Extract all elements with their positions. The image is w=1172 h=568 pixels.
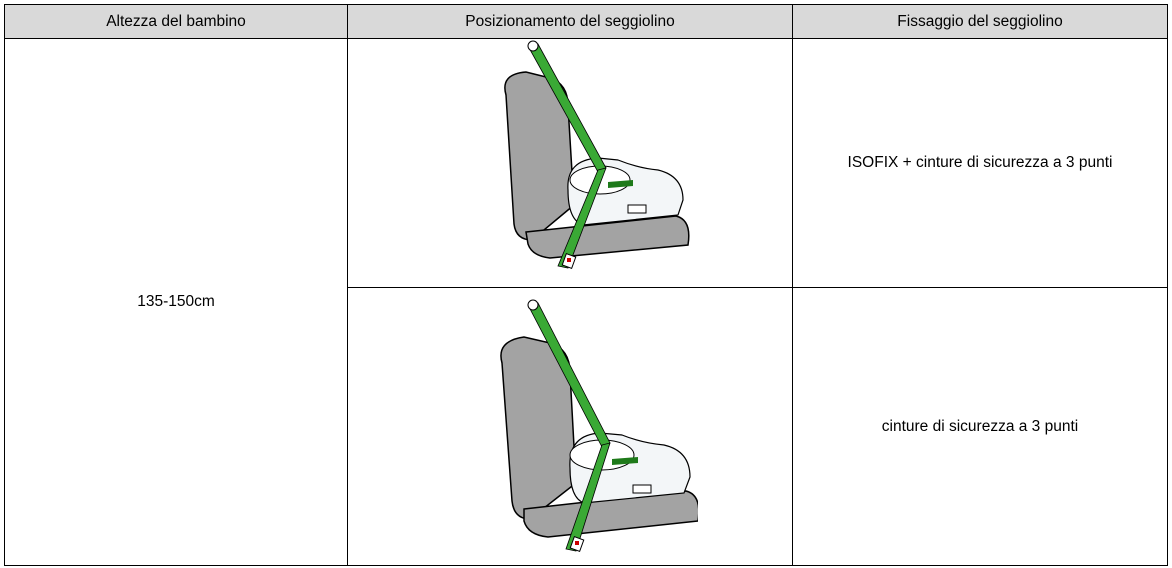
fixing-cell: cinture di sicurezza a 3 punti <box>792 287 1168 566</box>
height-text: 135-150cm <box>137 293 215 310</box>
header-text: Fissaggio del seggiolino <box>897 12 1063 30</box>
header-cell: Posizionamento del seggiolino <box>347 4 793 39</box>
height-cell: 135-150cm <box>4 38 348 566</box>
fixing-text: ISOFIX + cinture di sicurezza a 3 punti <box>847 154 1113 171</box>
header-text: Altezza del bambino <box>106 12 246 30</box>
header-text: Posizionamento del seggiolino <box>465 12 675 30</box>
header-cell: Fissaggio del seggiolino <box>792 4 1168 39</box>
fixing-text: cinture di sicurezza a 3 punti <box>881 417 1079 435</box>
header-cell: Altezza del bambino <box>4 4 348 39</box>
seat-illustration <box>500 299 698 552</box>
fixing-cell: ISOFIX + cinture di sicurezza a 3 punti <box>792 38 1168 288</box>
seat-illustration <box>504 40 690 269</box>
